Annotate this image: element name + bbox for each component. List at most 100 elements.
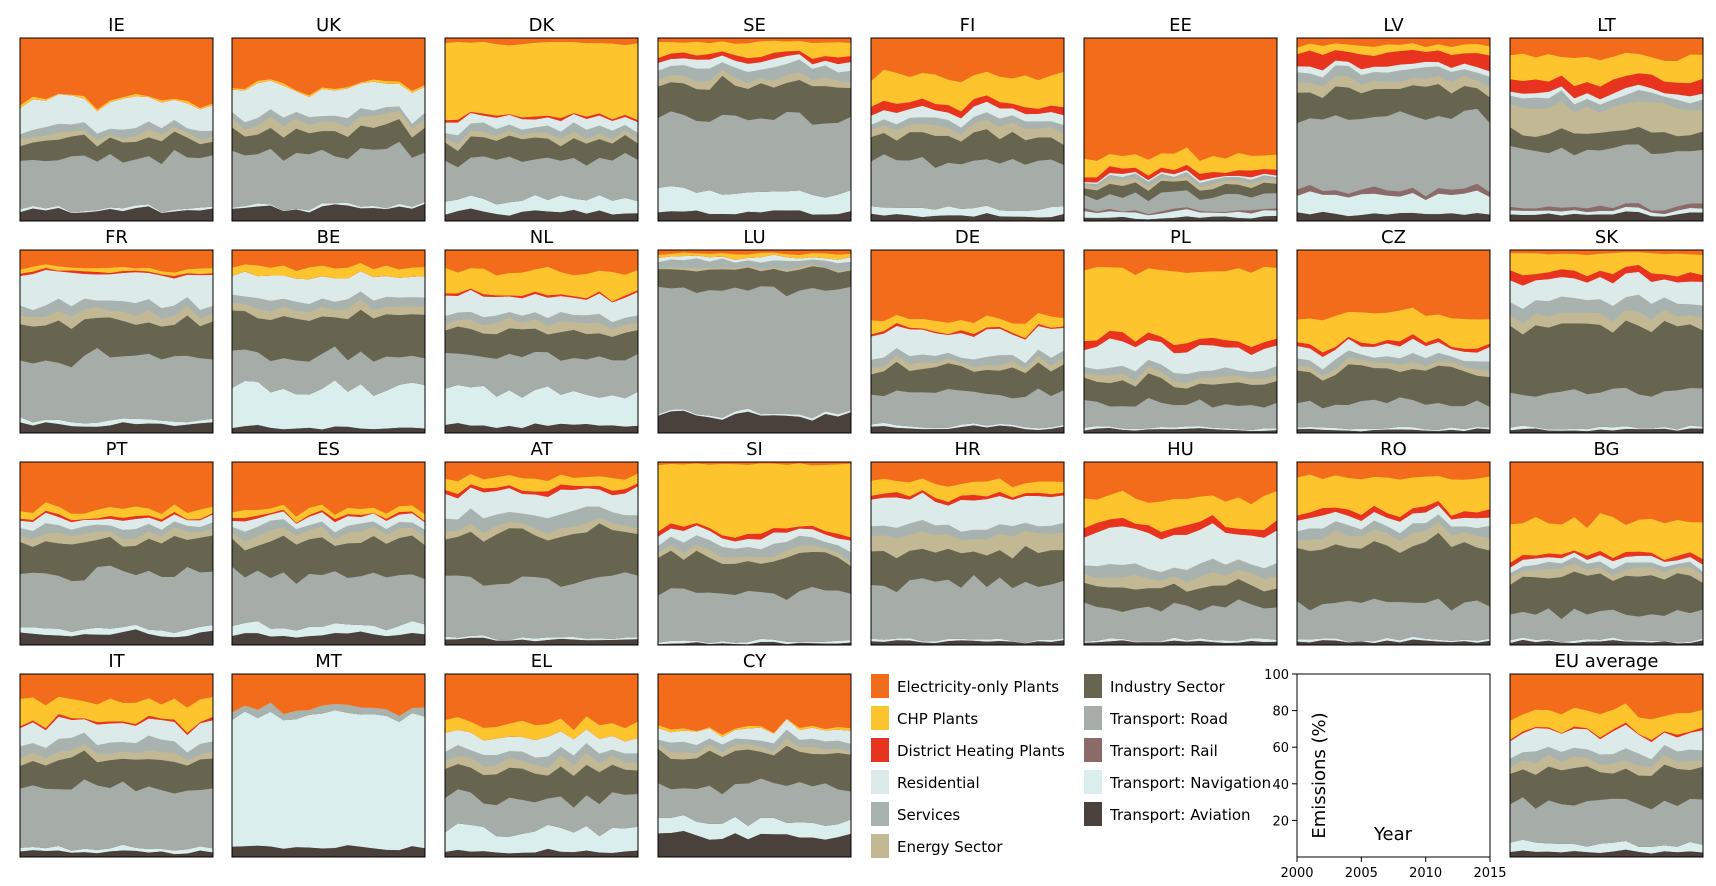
panel-ie: IE — [19, 15, 214, 222]
area-mt-transport-navigation — [231, 709, 426, 851]
panel-title: LU — [743, 227, 765, 248]
panel-title: CY — [743, 651, 767, 672]
area-lt-transport-road — [1509, 143, 1704, 211]
panel-hr: HR — [870, 439, 1065, 646]
axis-frame — [1296, 673, 1491, 858]
legend-item-electricity-only-plants: Electricity-only Plants — [871, 674, 1059, 698]
x-axis-label: Year — [1373, 824, 1413, 845]
panel-frame — [19, 673, 214, 858]
panel-frame — [1083, 461, 1278, 646]
legend-swatch — [1084, 802, 1102, 826]
legend-swatch — [1084, 738, 1102, 762]
legend-label: Transport: Navigation — [1109, 774, 1271, 792]
panel-pt: PT — [19, 439, 214, 646]
y-tick-label: 20 — [1272, 814, 1289, 829]
panel-title: SE — [743, 15, 766, 36]
legend-swatch — [871, 674, 889, 698]
panel-frame — [444, 249, 639, 434]
area-ro-electricity-only-plants — [1296, 461, 1491, 480]
area-ee-electricity-only-plants — [1083, 37, 1278, 161]
panel-frame — [444, 461, 639, 646]
panel-cz: CZ — [1296, 227, 1491, 434]
area-es-transport-road — [231, 565, 426, 631]
panel-title: FR — [105, 227, 128, 248]
area-sk-industry-sector — [1509, 320, 1704, 397]
panel-frame — [657, 249, 852, 434]
panel-frame — [444, 37, 639, 222]
panel-title: HU — [1167, 439, 1194, 460]
panel-title: MT — [315, 651, 343, 672]
legend: Electricity-only Plants CHP Plants Distric… — [871, 674, 1271, 858]
legend-swatch — [871, 834, 889, 858]
panel-title: FI — [960, 15, 976, 36]
legend-swatch — [871, 802, 889, 826]
panel-frame — [1083, 249, 1278, 434]
panel-hu: HU — [1083, 439, 1278, 646]
panel-uk: UK — [231, 15, 426, 222]
panel-de: DE — [870, 227, 1065, 434]
panel-frame — [870, 37, 1065, 222]
legend-item-services: Services — [871, 802, 960, 826]
panel-frame — [1296, 461, 1491, 646]
area-be-transport-navigation — [231, 379, 426, 430]
panel-frame — [657, 461, 852, 646]
legend-label: Industry Sector — [1110, 678, 1226, 696]
panel-frame — [231, 461, 426, 646]
legend-label: Residential — [897, 774, 980, 792]
area-lu-transport-road — [657, 285, 852, 419]
panel-frame — [1296, 37, 1491, 222]
panel-mt: MT — [231, 651, 426, 858]
panel-title: SI — [746, 439, 763, 460]
legend-item-transport-navigation: Transport: Navigation — [1084, 770, 1271, 794]
area-cz-electricity-only-plants — [1296, 249, 1491, 321]
panel-title: RO — [1380, 439, 1407, 460]
panel-title: IT — [108, 651, 125, 672]
panel-frame — [1509, 673, 1704, 858]
panel-frame — [19, 37, 214, 222]
legend-item-residential: Residential — [871, 770, 980, 794]
panel-frame — [1083, 37, 1278, 222]
panels-group: IE UK DK SE FI EE LV LT FR BE NL LU DE PL CZ SK PT ES AT SI… — [19, 15, 1704, 858]
panel-at: AT — [444, 439, 639, 646]
panel-title: DE — [955, 227, 980, 248]
x-tick-label: 2015 — [1473, 866, 1506, 881]
panel-ro: RO — [1296, 439, 1491, 646]
panel-si: SI — [657, 439, 852, 646]
panel-title: NL — [530, 227, 554, 248]
panel-frame — [1509, 37, 1704, 222]
y-axis-label: Emissions (%) — [1309, 712, 1330, 838]
legend-label: Electricity-only Plants — [897, 678, 1059, 696]
y-tick-label: 100 — [1264, 668, 1289, 683]
panel-sk: SK — [1509, 227, 1704, 434]
area-at-transport-road — [444, 571, 639, 641]
panel-title: IE — [108, 15, 125, 36]
panel-title: EL — [531, 651, 552, 672]
panel-el: EL — [444, 651, 639, 858]
panel-frame — [19, 249, 214, 434]
area-lv-transport-road — [1296, 108, 1491, 197]
legend-label: Transport: Aviation — [1109, 806, 1251, 824]
legend-item-energy-sector: Energy Sector — [871, 834, 1003, 858]
panel-dk: DK — [444, 15, 639, 222]
legend-swatch — [1084, 674, 1102, 698]
area-cy-electricity-only-plants — [657, 673, 852, 735]
panel-es: ES — [231, 439, 426, 646]
panel-cy: CY — [657, 651, 852, 858]
panel-bg: BG — [1509, 439, 1704, 646]
legend-swatch — [871, 738, 889, 762]
panel-lt: LT — [1509, 15, 1704, 222]
area-pt-transport-road — [19, 565, 214, 633]
panel-lu: LU — [657, 227, 852, 434]
panel-title: BG — [1594, 439, 1620, 460]
legend-item-transport-rail: Transport: Rail — [1084, 738, 1218, 762]
panel-frame — [870, 461, 1065, 646]
legend-swatch — [1084, 706, 1102, 730]
legend-label: Transport: Road — [1109, 710, 1228, 728]
panel-it: IT — [19, 651, 214, 858]
legend-item-district-heating-plants: District Heating Plants — [871, 738, 1065, 762]
legend-label: CHP Plants — [897, 710, 978, 728]
panel-nl: NL — [444, 227, 639, 434]
panel-ee: EE — [1083, 15, 1278, 222]
y-tick-label: 80 — [1272, 705, 1289, 720]
